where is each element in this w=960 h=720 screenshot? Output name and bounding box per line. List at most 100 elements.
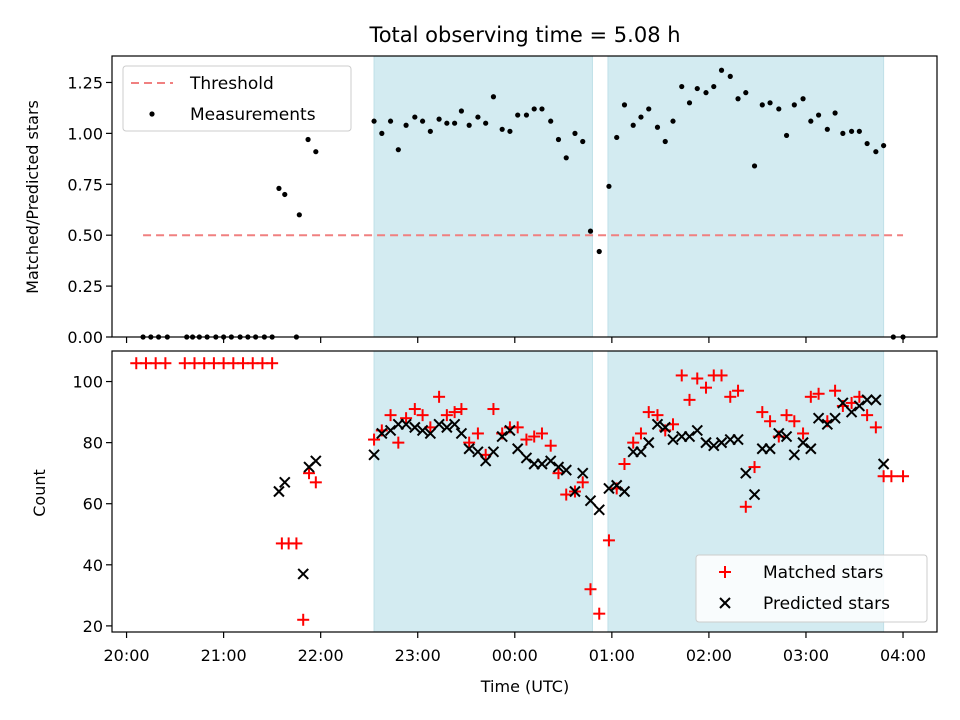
matched-star-point	[897, 470, 910, 483]
top-x-ticks	[125, 337, 904, 343]
measurement-point	[296, 212, 302, 218]
observing-window-0	[373, 55, 593, 338]
predicted-star-point	[487, 446, 500, 458]
predicted-star-point	[536, 458, 548, 470]
predicted-star-point	[643, 436, 655, 449]
predicted-star-point	[651, 418, 664, 431]
matched-star-point	[266, 357, 279, 370]
matched-star-point	[455, 403, 468, 416]
measurement-point	[490, 94, 497, 100]
matched-star-point	[309, 476, 322, 489]
measurements-legend-label: Measurements	[190, 105, 316, 125]
measurement-point	[800, 96, 806, 102]
matched-star-point	[634, 427, 647, 440]
predicted-star-point	[279, 476, 291, 489]
matched-star-point	[392, 436, 405, 449]
matched-star-point	[829, 384, 842, 397]
top-y-tick-label: 0.25	[67, 277, 103, 296]
measurements-legend-swatch	[149, 111, 155, 117]
measurement-point	[638, 114, 644, 120]
matched-star-point	[812, 387, 825, 400]
measurement-point	[403, 122, 409, 128]
predicted-star-point	[780, 430, 793, 443]
matched-star-point	[732, 384, 745, 397]
bottom-y-tick-label: 100	[72, 373, 103, 392]
matched-star-point	[788, 415, 801, 428]
measurement-point	[458, 108, 465, 114]
measurement-point	[767, 100, 773, 106]
predicted-star-point	[273, 485, 285, 498]
predicted-star-point	[496, 430, 508, 443]
measurement-point	[555, 136, 562, 143]
predicted-star-point	[603, 482, 615, 495]
matched-star-point	[885, 470, 898, 483]
matched-star-point	[384, 409, 397, 422]
matched-star-point	[448, 406, 461, 419]
measurement-point	[670, 118, 676, 124]
measurement-point	[483, 120, 489, 126]
matched-star-point	[739, 500, 752, 513]
bottom-legend: Matched stars Predicted stars	[695, 554, 928, 623]
matched-star-point	[602, 534, 615, 547]
predicted-star-point	[593, 504, 605, 516]
x-tick-label: 02:00	[686, 646, 732, 665]
matched-star-point	[535, 427, 548, 440]
top-y-tick-label: 1.25	[67, 73, 103, 92]
predicted-star-point	[368, 449, 380, 461]
predicted-star-point	[748, 488, 761, 501]
predicted-star-point	[448, 418, 461, 431]
measurement-point	[718, 67, 725, 73]
predicted-stars-points	[273, 394, 890, 580]
matched-star-point	[756, 406, 769, 419]
matched-star-point	[471, 427, 484, 440]
matched-star-point	[700, 381, 712, 394]
measurement-point	[815, 112, 822, 118]
matched-star-point	[715, 369, 728, 382]
measurement-point	[783, 132, 790, 139]
measurement-point	[743, 90, 749, 96]
predicted-star-point	[700, 436, 712, 449]
measurement-point	[856, 128, 862, 134]
measurement-point	[735, 96, 741, 102]
measurement-point	[864, 140, 870, 147]
matched-star-point	[520, 433, 533, 446]
predicted-star-point	[424, 427, 437, 440]
measurement-point	[646, 106, 652, 112]
measurement-point	[523, 112, 530, 118]
measurement-point	[507, 128, 513, 134]
measurement-point	[694, 85, 700, 92]
predicted-star-point	[376, 427, 388, 440]
matched-star-point	[159, 357, 172, 370]
predicted-star-point	[409, 421, 421, 434]
bottom-y-tick-label: 20	[83, 617, 103, 636]
measurement-point	[452, 120, 458, 126]
predicted-star-point	[472, 446, 484, 458]
matched-star-point	[416, 409, 429, 422]
measurement-point	[776, 106, 782, 112]
predicted-star-point	[479, 455, 492, 467]
predicted-star-point	[511, 443, 524, 455]
matched-star-point	[593, 607, 606, 620]
bottom-y-tick-label: 60	[83, 495, 103, 514]
measurement-point	[606, 183, 612, 189]
measurement-point	[427, 128, 433, 134]
measurement-points	[140, 67, 906, 340]
measurement-point	[703, 90, 709, 96]
predicted-star-point	[764, 443, 776, 455]
x-tick-label: 21:00	[201, 646, 247, 665]
x-axis-label: Time (UTC)	[480, 677, 569, 696]
predicted-star-point	[520, 452, 533, 464]
predicted-star-point	[740, 467, 752, 479]
predicted-star-point	[788, 449, 801, 461]
matched-star-point	[303, 467, 316, 480]
predicted-legend-swatch	[719, 597, 731, 609]
predicted-star-point	[441, 421, 453, 434]
bottom-panel: 20 40 60 80 100 20:00 21:00 22:00 23:00 00:00 01:…	[30, 350, 938, 696]
predicted-star-point	[797, 436, 809, 449]
measurement-point	[419, 118, 426, 124]
measurement-point	[444, 120, 450, 126]
predicted-star-point	[610, 479, 623, 492]
predicted-star-point	[837, 397, 849, 409]
predicted-star-point	[732, 433, 744, 446]
chart-title: Total observing time = 5.08 h	[368, 23, 680, 47]
